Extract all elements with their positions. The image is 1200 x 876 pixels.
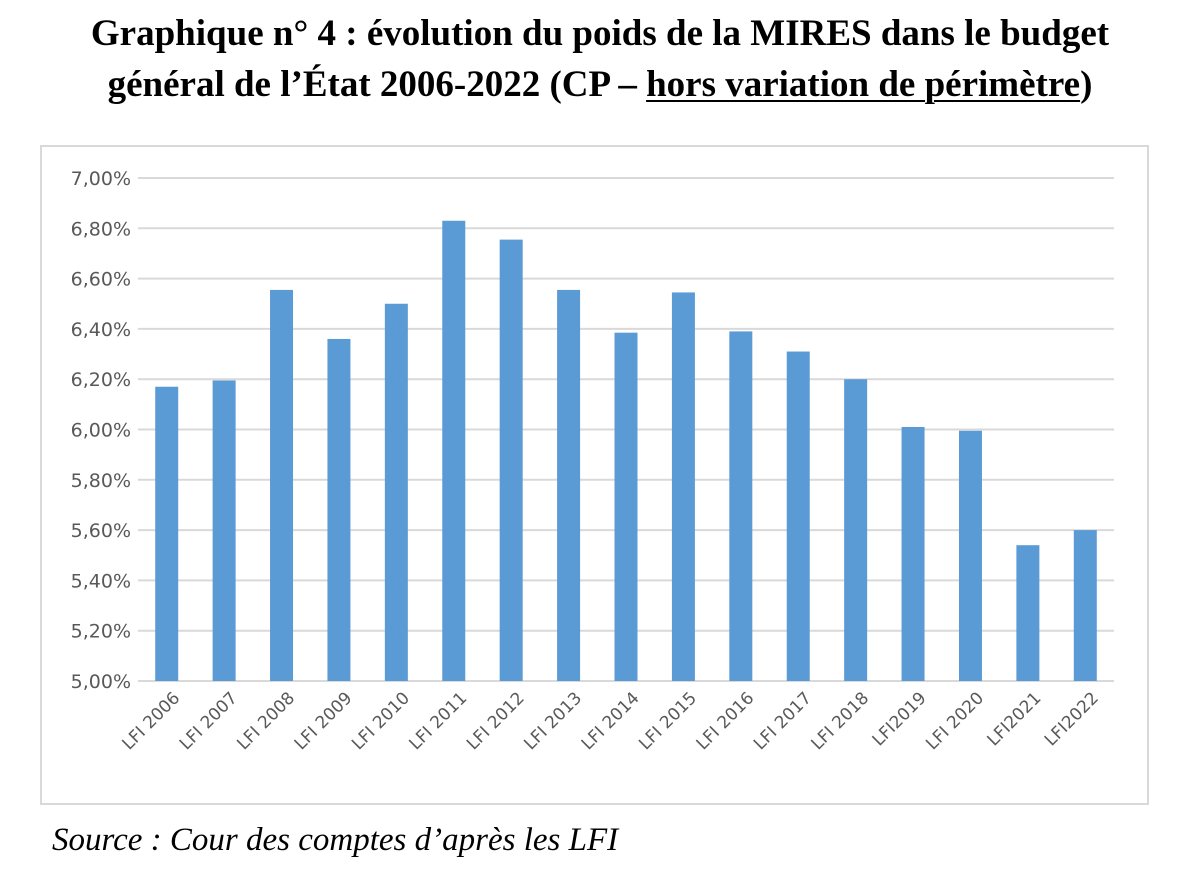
- bar: [384, 303, 408, 681]
- y-tick-label: 5,00%: [71, 671, 131, 693]
- bar: [844, 379, 868, 681]
- x-tick-label: LFI 2008: [233, 688, 299, 754]
- x-tick-label: LFI 2020: [922, 688, 988, 754]
- x-tick-label: LFI2022: [1041, 688, 1103, 750]
- title-line-2: général de l’État 2006-2022 (CP –: [107, 64, 647, 105]
- bar: [557, 289, 581, 681]
- bar: [901, 426, 925, 681]
- bar: [671, 292, 695, 681]
- title-underlined: hors variation de périmètre: [646, 64, 1081, 105]
- bar: [958, 430, 982, 681]
- x-tick-label: LFI 2016: [693, 688, 759, 754]
- x-tick-label: LFI 2012: [463, 688, 529, 754]
- x-tick-label: LFI 2013: [520, 688, 586, 754]
- bar-chart: 5,00% 5,20% 5,40% 5,60% 5,80% 6,00% 6,20% 6,40%…: [71, 168, 1114, 754]
- chart-title: Graphique n° 4 : évolution du poids de l…: [0, 8, 1200, 110]
- x-tick-label: LFI 2011: [406, 688, 472, 754]
- bar: [1016, 545, 1040, 681]
- y-tick-label: 6,60%: [71, 269, 131, 291]
- x-tick-label: LFI 2015: [635, 688, 701, 754]
- x-tick-label: LFI 2007: [176, 688, 242, 754]
- source-note: Source : Cour des comptes d’après les LF…: [52, 822, 619, 858]
- x-tick-label: LFI 2010: [348, 688, 414, 754]
- bar: [614, 332, 638, 681]
- x-tick-label: LFI2019: [869, 688, 931, 750]
- bar: [499, 239, 523, 681]
- x-tick-label: LFI 2014: [578, 688, 644, 754]
- y-tick-label: 5,80%: [71, 470, 131, 492]
- y-tick-label: 7,00%: [71, 168, 131, 190]
- x-tick-label: LFI2021: [984, 688, 1046, 750]
- title-end: ): [1080, 64, 1093, 105]
- y-tick-label: 6,20%: [71, 369, 131, 391]
- bar: [270, 289, 294, 681]
- x-tick-label: LFI 2018: [807, 688, 873, 754]
- bar: [786, 351, 810, 681]
- bar: [729, 331, 753, 681]
- x-tick-label: LFI 2006: [119, 688, 185, 754]
- bar: [442, 220, 466, 681]
- x-tick-label: LFI 2017: [750, 688, 816, 754]
- y-tick-label: 5,20%: [71, 621, 131, 643]
- y-tick-label: 6,80%: [71, 218, 131, 240]
- x-tick-label: LFI 2009: [291, 688, 357, 754]
- y-tick-label: 6,00%: [71, 420, 131, 442]
- bar: [212, 380, 236, 681]
- y-tick-label: 5,40%: [71, 570, 131, 592]
- y-tick-label: 6,40%: [71, 319, 131, 341]
- title-line-1: Graphique n° 4 : évolution du poids de l…: [90, 13, 1110, 54]
- chart-frame: 5,00% 5,20% 5,40% 5,60% 5,80% 6,00% 6,20% 6,40%…: [40, 145, 1149, 805]
- bar: [327, 338, 351, 681]
- y-tick-label: 5,60%: [71, 520, 131, 542]
- bar: [1073, 530, 1097, 681]
- bar: [155, 386, 179, 681]
